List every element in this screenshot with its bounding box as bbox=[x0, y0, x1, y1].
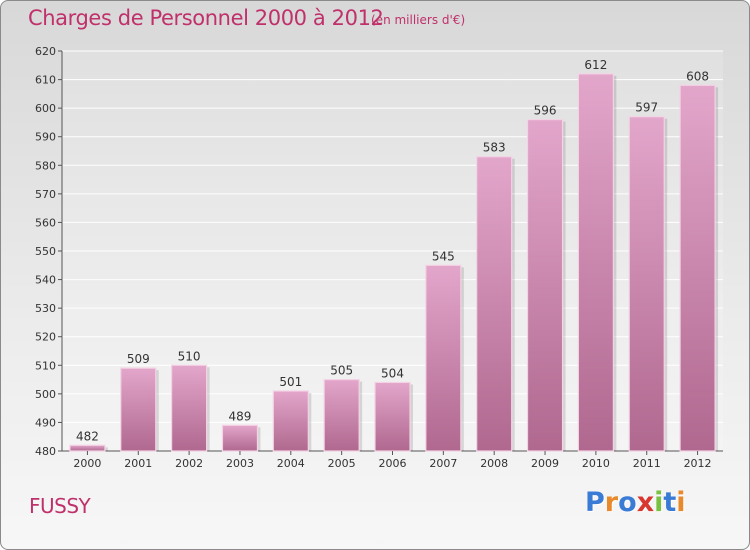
bar bbox=[221, 424, 259, 452]
proxiti-logo[interactable]: Proxiti bbox=[585, 487, 686, 518]
bar bbox=[679, 84, 716, 452]
y-tick-label: 600 bbox=[35, 102, 56, 115]
bar-value-label: 501 bbox=[279, 375, 302, 389]
x-tick-label: 2010 bbox=[582, 457, 610, 470]
y-tick-label: 520 bbox=[35, 331, 56, 344]
x-tick-label: 2012 bbox=[684, 457, 712, 470]
bar bbox=[628, 116, 665, 452]
x-tick-label: 2001 bbox=[124, 457, 152, 470]
logo-letter: r bbox=[604, 487, 619, 518]
logo-letter: t bbox=[663, 487, 677, 518]
x-tick-label: 2009 bbox=[531, 457, 559, 470]
bar-value-label: 509 bbox=[127, 352, 150, 366]
y-tick-label: 500 bbox=[35, 388, 56, 401]
chart-subtitle: (en milliers d'€) bbox=[371, 13, 466, 27]
bar bbox=[577, 73, 614, 452]
bar-value-label: 608 bbox=[686, 69, 709, 83]
bar-value-label: 596 bbox=[534, 104, 557, 118]
x-tick-label: 2006 bbox=[379, 457, 407, 470]
y-tick-label: 540 bbox=[35, 274, 56, 287]
y-tick-label: 590 bbox=[35, 131, 56, 144]
bar bbox=[120, 367, 157, 452]
bar bbox=[272, 390, 309, 452]
y-tick-label: 530 bbox=[35, 302, 56, 315]
bar-value-label: 612 bbox=[584, 58, 607, 72]
y-tick-label: 610 bbox=[35, 74, 56, 87]
logo-letter: o bbox=[618, 487, 637, 518]
logo-letter: i bbox=[676, 487, 686, 518]
bar-value-label: 505 bbox=[330, 364, 353, 378]
y-tick-label: 490 bbox=[35, 416, 56, 429]
y-tick-label: 560 bbox=[35, 216, 56, 229]
bar bbox=[374, 381, 411, 452]
x-tick-label: 2003 bbox=[226, 457, 254, 470]
x-tick-label: 2011 bbox=[633, 457, 661, 470]
logo-letter: i bbox=[654, 487, 664, 518]
bar-value-label: 583 bbox=[483, 141, 506, 155]
y-tick-label: 580 bbox=[35, 159, 56, 172]
y-tick-label: 570 bbox=[35, 188, 56, 201]
bar bbox=[171, 364, 208, 452]
bar-value-label: 597 bbox=[635, 101, 658, 115]
bar-value-label: 510 bbox=[178, 349, 201, 363]
logo-letter: x bbox=[636, 487, 655, 518]
chart-title: Charges de Personnel 2000 à 2012 bbox=[28, 6, 384, 30]
x-tick-label: 2002 bbox=[175, 457, 203, 470]
bar-value-label: 504 bbox=[381, 366, 404, 380]
y-tick-label: 480 bbox=[35, 445, 56, 458]
x-tick-label: 2008 bbox=[480, 457, 508, 470]
bar bbox=[476, 156, 513, 452]
bar bbox=[323, 378, 360, 452]
logo-letter: P bbox=[585, 487, 605, 518]
y-tick-label: 620 bbox=[35, 45, 56, 58]
x-tick-label: 2000 bbox=[73, 457, 101, 470]
bar bbox=[425, 264, 462, 452]
bar-value-label: 482 bbox=[76, 429, 99, 443]
x-tick-label: 2004 bbox=[277, 457, 305, 470]
bar-value-label: 489 bbox=[229, 409, 252, 423]
bar bbox=[69, 444, 106, 452]
y-tick-label: 510 bbox=[35, 359, 56, 372]
y-tick-label: 550 bbox=[35, 245, 56, 258]
commune-name: FUSSY bbox=[29, 494, 91, 518]
x-tick-label: 2007 bbox=[429, 457, 457, 470]
bar-value-label: 545 bbox=[432, 249, 455, 263]
bar bbox=[526, 118, 564, 452]
x-tick-label: 2005 bbox=[328, 457, 356, 470]
